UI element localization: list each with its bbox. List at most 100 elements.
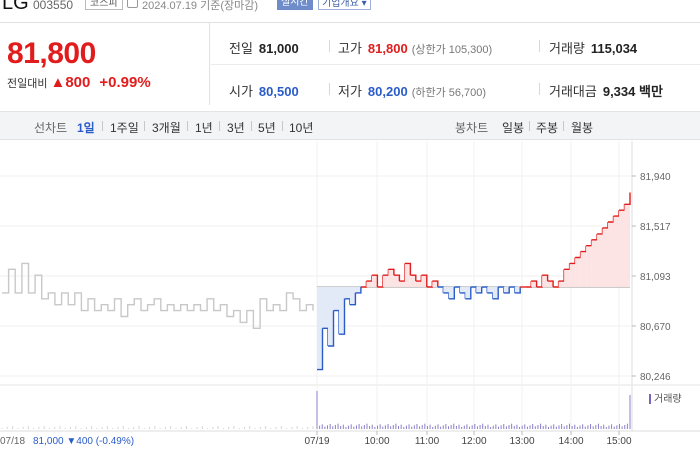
price-area-fill xyxy=(597,233,603,287)
x-tick-label: 15:00 xyxy=(606,436,631,447)
price-area-fill xyxy=(608,222,614,287)
divider xyxy=(102,121,103,131)
period-tab-bar: 선차트 1일 1주일 3개월 1년 3년 5년 10년 봉차트 일봉 주봉 월봉 xyxy=(0,111,700,140)
tab-1y[interactable]: 1년 xyxy=(195,121,213,135)
price-area-fill xyxy=(432,281,438,287)
price-line-up xyxy=(388,268,395,276)
upper-limit: (상한가 105,300) xyxy=(411,44,493,56)
stock-name: LG xyxy=(2,0,29,14)
price-line-down xyxy=(328,310,335,347)
price-line-up xyxy=(432,280,439,287)
x-tick-label: 12:00 xyxy=(461,436,486,447)
prev-close-label: 전일 xyxy=(229,41,253,56)
price-area-fill xyxy=(415,281,422,287)
tab-10y[interactable]: 10년 xyxy=(289,121,314,135)
tab-weekly-candle[interactable]: 주봉 xyxy=(536,121,559,135)
price-line-up xyxy=(553,281,560,288)
price-area-fill xyxy=(459,286,466,293)
lower-limit: (하한가 56,700) xyxy=(411,87,487,99)
change-amount: 800 xyxy=(65,74,91,91)
volume-value: 115,034 xyxy=(590,41,638,56)
open-value: 80,500 xyxy=(258,84,299,99)
price-line-up xyxy=(410,274,417,282)
price-area-fill xyxy=(613,216,620,287)
tab-1d[interactable]: 1일 xyxy=(77,121,95,135)
price-area-fill xyxy=(569,263,576,287)
line-chart-label[interactable]: 선차트 xyxy=(34,121,68,135)
divider xyxy=(251,121,252,131)
open-price: 시가 80,500 xyxy=(229,81,299,100)
candle-chart-label[interactable]: 봉차트 xyxy=(455,121,489,135)
tab-5y[interactable]: 5년 xyxy=(258,121,276,135)
prev-day-summary: 81,000 ▼400 (-0.49%) xyxy=(33,436,134,447)
price-change: 전일대비 ▲800 +0.99% xyxy=(7,74,151,91)
price-area-fill xyxy=(492,286,499,299)
tab-3m[interactable]: 3개월 xyxy=(152,121,181,135)
divider xyxy=(329,40,330,52)
price-line-down xyxy=(481,286,488,293)
y-tick-label: 80,246 xyxy=(640,372,671,383)
tab-1w[interactable]: 1주일 xyxy=(110,121,139,135)
x-tick-label: 07/19 xyxy=(304,436,329,447)
price-line-up xyxy=(421,274,428,287)
price-area-fill xyxy=(624,204,630,287)
up-arrow-icon: ▲ xyxy=(50,74,66,91)
tab-monthly-candle[interactable]: 월봉 xyxy=(571,121,594,135)
clock-icon xyxy=(127,0,138,8)
price-line-down xyxy=(470,286,477,293)
realtime-button[interactable]: 실시간 xyxy=(277,0,313,10)
intraday-price-chart: 81,940 81,517 81,093 80,670 80,246 07/19 10:0… xyxy=(0,141,700,450)
x-tick-label: 10:00 xyxy=(364,436,389,447)
price-line-up xyxy=(360,281,368,288)
price-line-down xyxy=(514,287,521,294)
price-area-fill xyxy=(443,286,449,293)
price-area-fill xyxy=(355,286,361,293)
price-area-fill xyxy=(371,275,378,287)
price-line-down xyxy=(465,287,472,300)
price-line-up xyxy=(547,280,554,287)
stock-header: LG 003550 코스피 2024.07.19 기준(장마감) 실시간 기업개… xyxy=(0,0,700,14)
price-line-up xyxy=(542,274,549,282)
price-line-up xyxy=(597,227,604,235)
change-value: ▲800 xyxy=(50,74,90,91)
company-info-button[interactable]: 기업개요 ▾ xyxy=(318,0,371,10)
tab-3y[interactable]: 3년 xyxy=(227,121,245,135)
divider xyxy=(144,121,145,131)
price-line-up xyxy=(404,262,412,276)
price-area-fill xyxy=(404,263,411,287)
price-line-down xyxy=(492,287,499,300)
divider xyxy=(0,22,700,23)
price-line-up xyxy=(415,275,422,282)
prev-day-label: 07/18 xyxy=(0,436,25,447)
price-area-fill xyxy=(542,275,548,287)
price-line-up xyxy=(608,216,615,223)
x-tick-label: 14:00 xyxy=(558,436,583,447)
price-area-fill xyxy=(465,286,471,299)
x-tick-label: 11:00 xyxy=(415,436,440,447)
price-area-fill xyxy=(531,281,537,287)
prev-close-value: 81,000 xyxy=(258,41,299,56)
divider xyxy=(563,121,564,131)
y-tick-label: 81,940 xyxy=(640,172,671,183)
volume-bars xyxy=(1,391,631,429)
divider xyxy=(329,83,330,95)
y-tick-label: 81,093 xyxy=(640,272,671,283)
low-price: 저가 80,200 (하한가 56,700) xyxy=(338,81,486,100)
price-area-fill xyxy=(487,286,493,293)
price-line-down xyxy=(355,287,362,294)
y-tick-label: 80,670 xyxy=(640,322,671,333)
trade-amount: 거래대금 9,334 백만 xyxy=(549,81,663,100)
price-area-fill xyxy=(421,275,427,287)
volume-label: 거래량 xyxy=(549,41,585,56)
tab-daily-candle[interactable]: 일봉 xyxy=(502,121,525,135)
price-line-down xyxy=(448,287,455,300)
price-area-fill xyxy=(410,275,416,287)
price-area-fill xyxy=(564,269,570,287)
high-price: 고가 81,800 (상한가 105,300) xyxy=(338,38,492,57)
amount-value: 9,334 백만 xyxy=(602,84,663,99)
price-area-fill xyxy=(382,275,389,287)
price-area-fill xyxy=(393,275,400,287)
high-label: 고가 xyxy=(338,41,362,56)
price-area-fill xyxy=(322,286,328,329)
low-value: 80,200 xyxy=(367,84,408,99)
